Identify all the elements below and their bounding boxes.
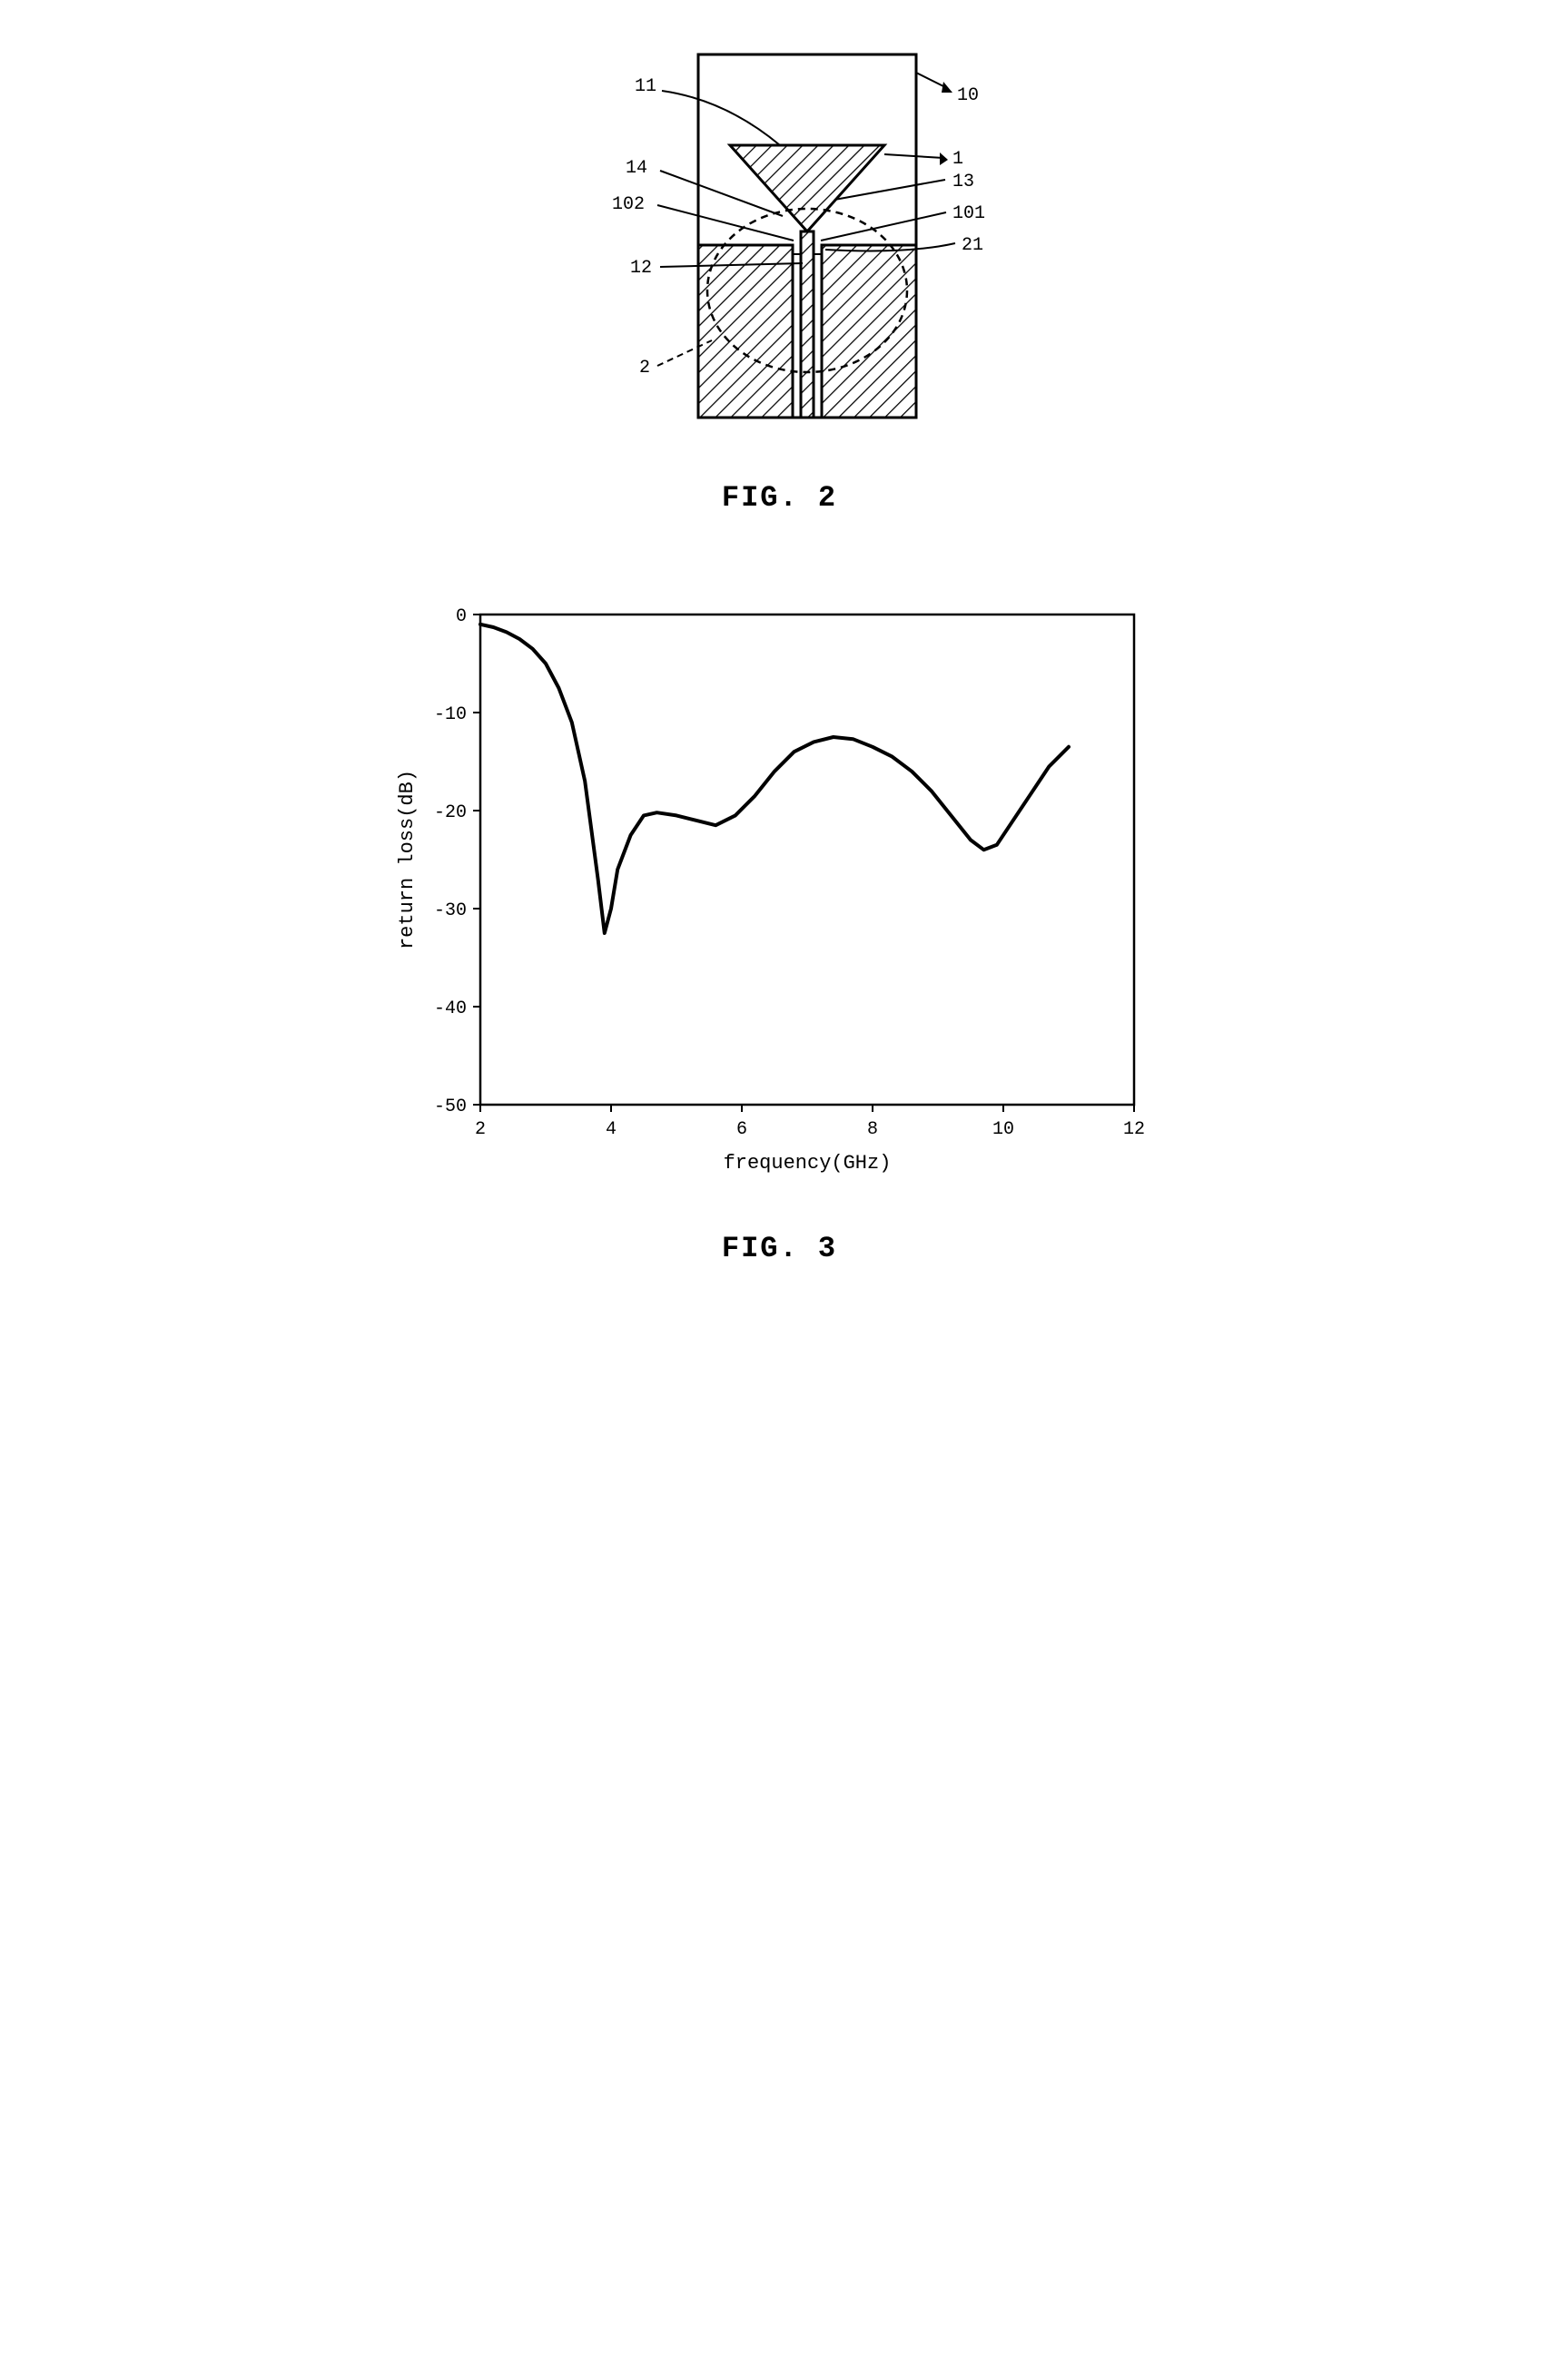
ground-left: [698, 245, 793, 418]
ytick-4: -40: [433, 998, 466, 1019]
figure-3-caption: FIG. 3: [722, 1232, 837, 1265]
figure-2-container: 11 10 14 1 13 102 101 21 12 2 FIG. 2: [526, 36, 1034, 515]
plot-border: [480, 615, 1134, 1105]
label-101: 101: [952, 203, 985, 224]
xtick-4: 10: [992, 1119, 1013, 1140]
label-13: 13: [952, 172, 974, 192]
figure-3-container: 0 -10 -20 -30 -40 -50 2 4 6: [371, 587, 1189, 1265]
xtick-2: 6: [735, 1119, 746, 1140]
ytick-0: 0: [455, 606, 466, 627]
xtick-5: 12: [1122, 1119, 1144, 1140]
leader-10: [916, 73, 943, 86]
ytick-2: -20: [433, 802, 466, 823]
xtick-0: 2: [474, 1119, 485, 1140]
x-axis-ticks: 2 4 6 8 10 12: [474, 1105, 1144, 1140]
label-1: 1: [952, 149, 963, 170]
xtick-3: 8: [866, 1119, 877, 1140]
figure-3-chart: 0 -10 -20 -30 -40 -50 2 4 6: [371, 587, 1189, 1205]
xtick-1: 4: [605, 1119, 616, 1140]
arrow-1: [940, 152, 948, 165]
feed-line: [801, 231, 814, 418]
label-12: 12: [630, 258, 652, 279]
ytick-3: -30: [433, 900, 466, 921]
label-11: 11: [635, 76, 656, 97]
y-axis-ticks: 0 -10 -20 -30 -40 -50: [433, 606, 479, 1117]
label-2: 2: [639, 358, 650, 379]
figure-2-caption: FIG. 2: [722, 481, 837, 515]
label-10: 10: [957, 85, 979, 106]
ytick-5: -50: [433, 1097, 466, 1117]
ground-right: [822, 245, 916, 418]
y-axis-label: return loss(dB): [396, 770, 419, 949]
arrow-10: [942, 82, 952, 93]
label-14: 14: [626, 158, 647, 179]
ytick-1: -10: [433, 704, 466, 725]
label-102: 102: [612, 194, 645, 215]
figure-2-diagram: 11 10 14 1 13 102 101 21 12 2: [526, 36, 1034, 454]
label-21: 21: [962, 235, 983, 256]
x-axis-label: frequency(GHz): [723, 1152, 891, 1175]
